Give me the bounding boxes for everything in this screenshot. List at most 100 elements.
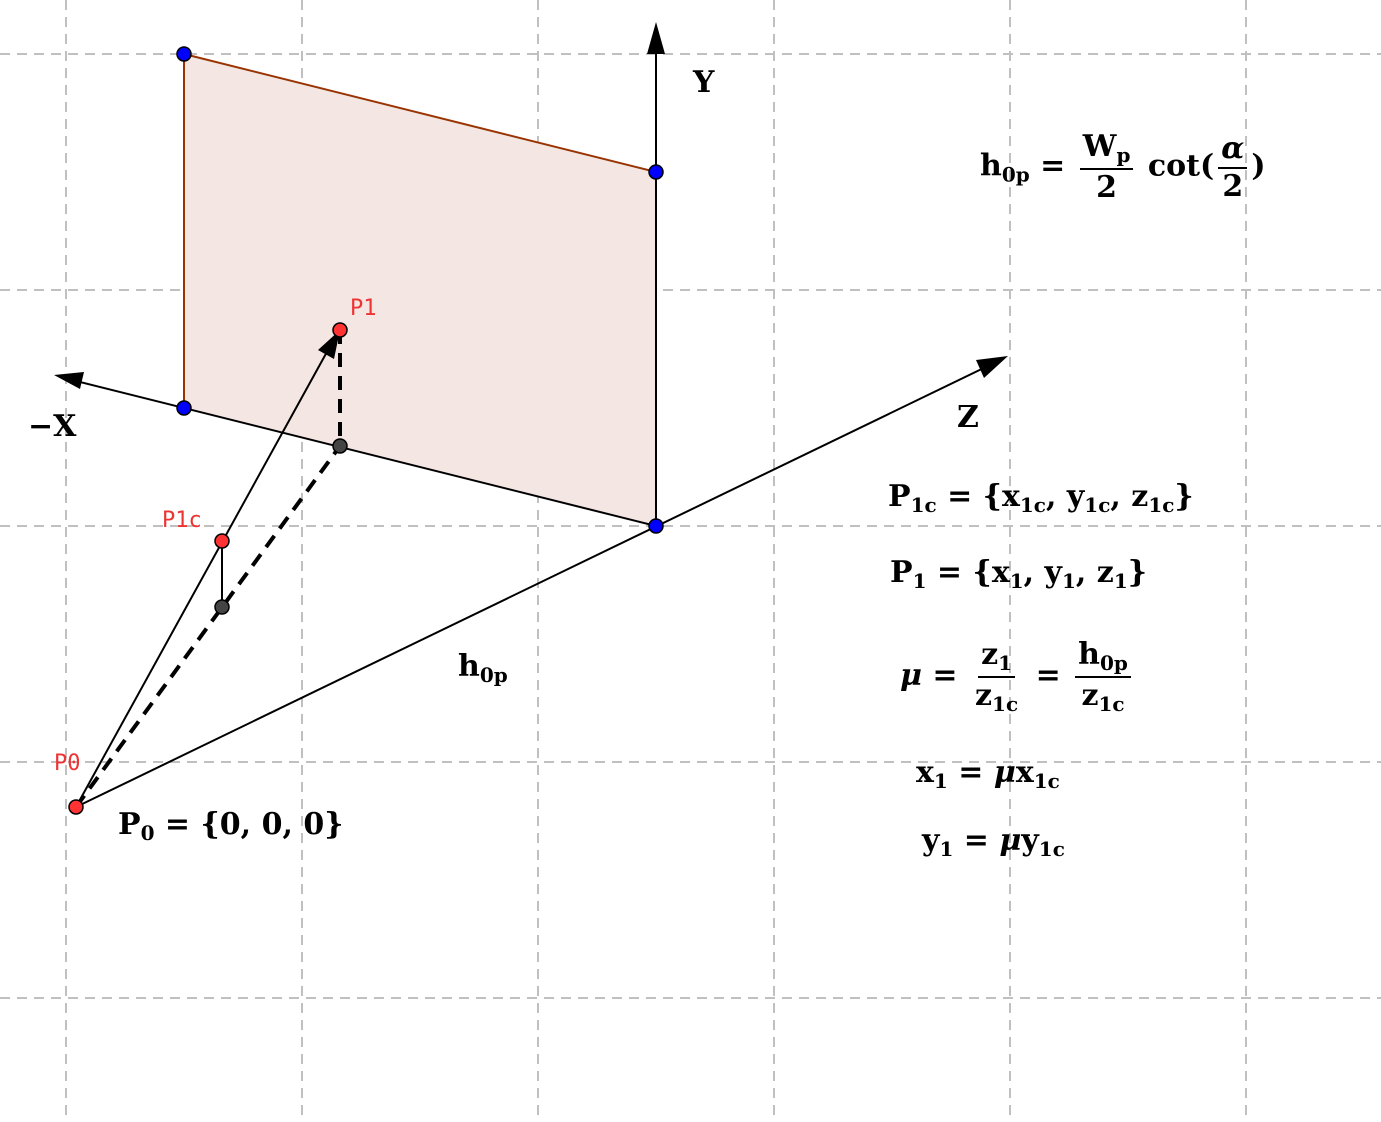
f-x1-lhs-sub: 1 bbox=[933, 769, 948, 793]
f-p1-close: } bbox=[1127, 555, 1148, 590]
f-mu-n2-sub: 0p bbox=[1099, 651, 1128, 675]
f-x1-rhs-sub: 1c bbox=[1033, 769, 1060, 793]
f-x1-lhs: x bbox=[916, 755, 934, 790]
f-x1-eq: = bbox=[947, 755, 994, 790]
point-p0 bbox=[68, 799, 84, 815]
f-mu-eq: = bbox=[921, 658, 968, 693]
f-p1c-y: y bbox=[1066, 479, 1085, 514]
plane-corner-point bbox=[176, 400, 192, 416]
f-mu-n1-sub: 1 bbox=[998, 651, 1013, 675]
f-y1-mu: μ bbox=[999, 823, 1022, 858]
f-p1c-lhs-sub: 1c bbox=[910, 493, 937, 517]
y-axis-arrowhead bbox=[647, 22, 665, 54]
f-mu-n1: z bbox=[981, 637, 999, 672]
p1c-foot-point bbox=[214, 599, 230, 615]
label-p1: P1 bbox=[350, 296, 377, 321]
label-z-axis: Z bbox=[957, 400, 979, 435]
plane-edge-top bbox=[183, 53, 657, 173]
f-p1-eq: = { bbox=[926, 555, 992, 590]
neg-x-axis bbox=[71, 379, 657, 527]
f-p1c-z-sub: 1c bbox=[1148, 493, 1175, 517]
f-y1-lhs: y bbox=[922, 823, 940, 858]
f-p0-lhs: P bbox=[118, 807, 141, 842]
z-axis bbox=[75, 363, 993, 808]
h0p-base: h bbox=[458, 649, 480, 684]
f-h0p-close: ) bbox=[1251, 148, 1266, 184]
f-h0p-frac-w: Wp 2 bbox=[1079, 129, 1134, 205]
f-p1-sep1: , bbox=[1023, 555, 1045, 590]
f-h0p-func: cot( bbox=[1137, 148, 1215, 184]
f-p1c-x-sub: 1c bbox=[1019, 493, 1046, 517]
formula-p1c-set: P1c = {x1c, y1c, z1c} bbox=[888, 479, 1194, 517]
f-p1-lhs-sub: 1 bbox=[912, 569, 927, 593]
f-p1c-sep2: , bbox=[1110, 479, 1132, 514]
f-mu-d1: z bbox=[975, 678, 993, 713]
plane-corner-point bbox=[648, 518, 664, 534]
f-p1c-z: z bbox=[1131, 479, 1149, 514]
f-p0-rhs: {0, 0, 0} bbox=[200, 807, 344, 842]
neg-x-axis-arrowhead bbox=[54, 372, 84, 389]
f-h0p-alpha-den: 2 bbox=[1222, 168, 1244, 204]
f-y1-rhs: y bbox=[1021, 823, 1039, 858]
f-h0p-den: 2 bbox=[1096, 170, 1118, 205]
formula-h0p: h0p = Wp 2 cot(α 2) bbox=[980, 132, 1266, 203]
f-p1-y: y bbox=[1044, 555, 1062, 590]
f-p1c-x: x bbox=[1001, 479, 1020, 514]
projection-plane bbox=[184, 54, 656, 526]
f-h0p-eq: = bbox=[1029, 148, 1076, 184]
dashed-projection-p0 bbox=[74, 444, 342, 809]
f-mu-d2-sub: 1c bbox=[1098, 692, 1125, 716]
label-p1c: P1c bbox=[162, 508, 202, 533]
f-x1-mu: μ bbox=[993, 755, 1016, 790]
f-p1c-lhs: P bbox=[888, 479, 911, 514]
ray-p0-to-p1-arrowhead bbox=[318, 330, 340, 359]
f-mu-eq2: = bbox=[1025, 658, 1072, 693]
formula-mu: μ = z1 z1c = h0p z1c bbox=[900, 640, 1135, 714]
f-h0p-lhs: h bbox=[980, 148, 1002, 184]
f-mu-n2: h bbox=[1078, 637, 1100, 672]
f-mu-frac1: z1 z1c bbox=[972, 637, 1021, 716]
f-p1-x-sub: 1 bbox=[1009, 569, 1024, 593]
p1-foot-point bbox=[332, 438, 348, 454]
label-p0: P0 bbox=[54, 751, 81, 776]
f-y1-eq: = bbox=[953, 823, 1000, 858]
f-y1-rhs-sub: 1c bbox=[1038, 837, 1065, 861]
f-p1-x: x bbox=[991, 555, 1010, 590]
point-p1c bbox=[214, 533, 230, 549]
z-axis-arrowhead bbox=[976, 356, 1008, 378]
ray-p0-to-p1 bbox=[75, 349, 329, 808]
f-p1-sep2: , bbox=[1075, 555, 1097, 590]
f-h0p-alpha: α bbox=[1218, 133, 1248, 169]
f-p1c-close: } bbox=[1174, 479, 1194, 514]
f-p1-z: z bbox=[1096, 555, 1114, 590]
formula-p1-set: P1 = {x1, y1, z1} bbox=[890, 555, 1148, 593]
label-neg-x-axis: −X bbox=[28, 409, 77, 444]
plane-corner-point bbox=[176, 46, 192, 62]
f-y1-lhs-sub: 1 bbox=[939, 837, 954, 861]
f-mu-frac2: h0p z1c bbox=[1075, 640, 1131, 714]
f-p1-y-sub: 1 bbox=[1061, 569, 1076, 593]
f-mu-d1-sub: 1c bbox=[992, 692, 1019, 716]
f-p1c-sep1: , bbox=[1045, 479, 1067, 514]
f-p0-eq: = bbox=[154, 807, 201, 842]
f-p1c-eq: = { bbox=[936, 479, 1002, 514]
label-h0p-segment: h0p bbox=[458, 649, 508, 687]
formula-x1: x1 = μx1c bbox=[916, 755, 1060, 793]
f-p1c-y-sub: 1c bbox=[1084, 493, 1111, 517]
f-p0-lhs-sub: 0 bbox=[140, 821, 155, 845]
h0p-sub: 0p bbox=[479, 663, 508, 687]
f-p1-lhs: P bbox=[890, 555, 913, 590]
formula-p0: P0 = {0, 0, 0} bbox=[118, 807, 344, 845]
formula-y1: y1 = μy1c bbox=[922, 823, 1065, 861]
f-p1-z-sub: 1 bbox=[1113, 569, 1128, 593]
f-h0p-num: W bbox=[1082, 129, 1117, 164]
f-h0p-num-sub: p bbox=[1116, 143, 1131, 167]
point-p1 bbox=[332, 322, 348, 338]
f-mu-d2: z bbox=[1081, 678, 1099, 713]
f-h0p-lhs-sub: 0p bbox=[1001, 162, 1030, 187]
label-y-axis: Y bbox=[692, 65, 715, 100]
f-x1-rhs: x bbox=[1015, 755, 1034, 790]
f-mu-lhs: μ bbox=[900, 658, 922, 693]
